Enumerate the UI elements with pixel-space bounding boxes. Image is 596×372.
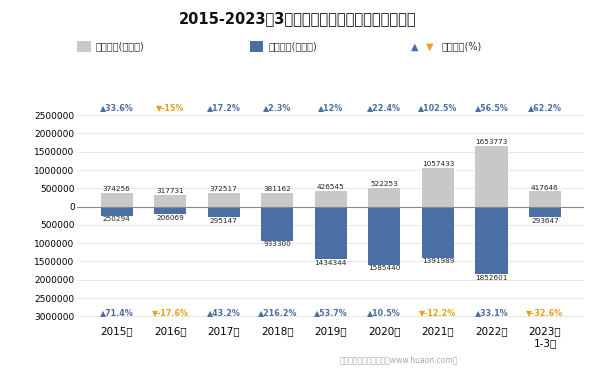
Text: 522253: 522253: [371, 181, 398, 187]
Text: ▲12%: ▲12%: [318, 103, 343, 112]
Bar: [154, 195, 186, 206]
Bar: [476, 206, 508, 275]
Bar: [368, 206, 401, 264]
Text: 2015-2023年3月深圳前海综合保税区进、出口额: 2015-2023年3月深圳前海综合保税区进、出口额: [179, 11, 417, 26]
Bar: [476, 146, 508, 206]
Text: ▲102.5%: ▲102.5%: [418, 103, 458, 112]
Bar: [261, 206, 293, 241]
Bar: [368, 187, 401, 206]
Bar: [529, 206, 561, 217]
Text: 317731: 317731: [156, 188, 184, 194]
Text: 933300: 933300: [263, 241, 291, 247]
Text: 250294: 250294: [103, 217, 131, 222]
Text: 1585440: 1585440: [368, 265, 401, 271]
Bar: [529, 191, 561, 206]
Text: 制图：华经产业研究院（www.huaon.com）: 制图：华经产业研究院（www.huaon.com）: [340, 356, 458, 365]
Text: ▲2.3%: ▲2.3%: [263, 103, 291, 112]
Text: 417646: 417646: [531, 185, 559, 191]
Text: 1434344: 1434344: [315, 260, 347, 266]
Text: ▲17.2%: ▲17.2%: [207, 103, 241, 112]
Text: 1391989: 1391989: [422, 258, 454, 264]
Bar: [101, 206, 133, 216]
Text: ▲10.5%: ▲10.5%: [368, 308, 401, 317]
Text: 1057433: 1057433: [422, 161, 454, 167]
Text: 295147: 295147: [210, 218, 238, 224]
Text: ▲62.2%: ▲62.2%: [528, 103, 562, 112]
Text: 293647: 293647: [531, 218, 559, 224]
Text: 381162: 381162: [263, 186, 291, 192]
Bar: [422, 168, 454, 206]
Bar: [261, 193, 293, 206]
Bar: [101, 193, 133, 206]
Bar: [422, 206, 454, 257]
Text: ▼-15%: ▼-15%: [156, 103, 184, 112]
Text: ▲43.2%: ▲43.2%: [207, 308, 241, 317]
Text: ▲71.4%: ▲71.4%: [100, 308, 134, 317]
Text: ▲33.1%: ▲33.1%: [474, 308, 508, 317]
Text: ▼-17.6%: ▼-17.6%: [151, 308, 188, 317]
Bar: [154, 206, 186, 214]
Text: 1653773: 1653773: [475, 140, 508, 145]
Bar: [207, 193, 240, 206]
Text: ▼-32.6%: ▼-32.6%: [526, 308, 564, 317]
Bar: [315, 206, 347, 259]
Text: 进口总额(万美元): 进口总额(万美元): [268, 42, 317, 51]
Text: 206069: 206069: [156, 215, 184, 221]
Text: ▲216.2%: ▲216.2%: [257, 308, 297, 317]
Text: ▲53.7%: ▲53.7%: [314, 308, 347, 317]
Text: ▼: ▼: [426, 42, 434, 51]
Bar: [315, 191, 347, 206]
Text: 出口总额(万美元): 出口总额(万美元): [95, 42, 144, 51]
Text: 同比增速(%): 同比增速(%): [441, 42, 482, 51]
Text: 1852601: 1852601: [475, 275, 508, 281]
Text: 426545: 426545: [317, 185, 344, 190]
Text: ▲: ▲: [411, 42, 419, 51]
Text: 372517: 372517: [210, 186, 238, 192]
Bar: [207, 206, 240, 217]
Text: ▲22.4%: ▲22.4%: [367, 103, 401, 112]
Text: ▲56.5%: ▲56.5%: [474, 103, 508, 112]
Text: ▲33.6%: ▲33.6%: [100, 103, 134, 112]
Text: 374256: 374256: [103, 186, 131, 192]
Text: ▼-12.2%: ▼-12.2%: [419, 308, 457, 317]
